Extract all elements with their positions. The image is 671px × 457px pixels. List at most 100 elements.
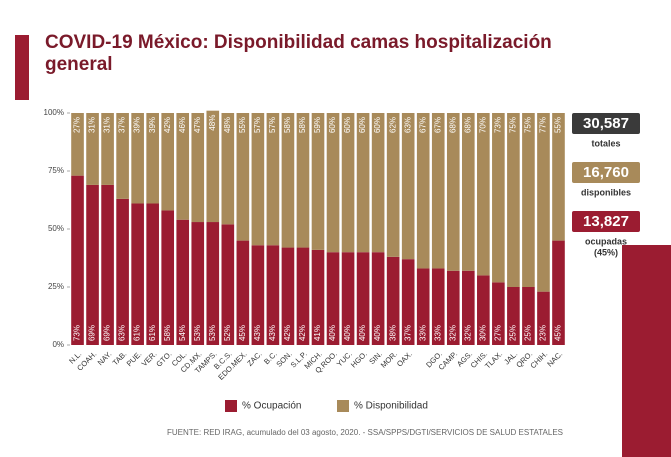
value-label: 55% [554, 117, 563, 133]
summary-value: 30,587 [583, 115, 629, 132]
value-label: 75% [524, 117, 533, 133]
bar-segment [522, 113, 535, 287]
bar-segment [401, 259, 415, 345]
bar-segment [386, 113, 400, 257]
x-tick-label: GTO. [154, 349, 173, 368]
bar-segment [446, 113, 460, 271]
value-label: 75% [509, 117, 518, 133]
value-label: 42% [163, 117, 172, 133]
value-label: 62% [388, 117, 397, 133]
legend-label: % Ocupación [242, 401, 301, 412]
value-label: 39% [133, 117, 142, 133]
value-label: 42% [298, 325, 307, 341]
summary-value: 13,827 [583, 213, 629, 230]
bar-segment [161, 113, 175, 211]
bar-segment [236, 113, 250, 241]
y-tick-label: 50% [48, 224, 64, 233]
value-label: 60% [373, 117, 382, 133]
x-tick-label: HGO. [349, 349, 369, 369]
bar-segment [236, 240, 250, 345]
bar-segment [206, 110, 220, 223]
bar-segment [326, 252, 340, 345]
bar-segment [71, 113, 84, 176]
value-label: 70% [478, 117, 487, 133]
value-label: 27% [493, 325, 502, 341]
value-label: 48% [223, 117, 232, 133]
value-label: 57% [268, 117, 277, 133]
value-label: 52% [223, 325, 232, 341]
value-label: 37% [403, 325, 412, 341]
bar-segment [326, 113, 340, 253]
x-tick-label: MOR. [379, 349, 399, 369]
bar-segment [386, 256, 400, 345]
value-label: 63% [403, 117, 412, 133]
value-label: 60% [358, 117, 367, 133]
value-label: 33% [433, 325, 442, 341]
bar-segment [311, 113, 325, 250]
value-label: 67% [433, 117, 442, 133]
value-label: 61% [148, 325, 157, 341]
y-tick-label: 25% [48, 282, 64, 291]
x-tick-label: VER. [140, 349, 159, 368]
bar-segment [492, 282, 505, 345]
bar-segment [537, 291, 550, 345]
bar-segment [552, 240, 565, 345]
value-label: 40% [358, 325, 367, 341]
value-label: 55% [238, 117, 247, 133]
bar-segment [371, 113, 385, 253]
bar-segment [221, 113, 235, 225]
value-label: 40% [328, 325, 337, 341]
bar-segment [507, 287, 520, 345]
value-label: 68% [463, 117, 472, 133]
bar-segment [296, 113, 310, 248]
value-label: 53% [193, 325, 202, 341]
bar-segment [281, 247, 295, 345]
summary-note: (45%) [594, 247, 618, 257]
value-label: 32% [448, 325, 457, 341]
value-label: 68% [448, 117, 457, 133]
summary-label: disponibles [581, 187, 631, 197]
value-label: 31% [88, 117, 97, 133]
bar-segment [341, 252, 355, 345]
legend-swatch [337, 400, 349, 412]
bar-segment [116, 198, 129, 345]
bar-segment [296, 247, 310, 345]
value-label: 73% [493, 117, 502, 133]
value-label: 43% [268, 325, 277, 341]
bar-segment [86, 113, 99, 185]
bar-segment [416, 268, 430, 345]
bar-segment [446, 270, 460, 345]
value-label: 47% [193, 117, 202, 133]
value-label: 27% [73, 117, 82, 133]
bar-segment [131, 113, 144, 204]
bar-segment [116, 113, 129, 199]
bar-segment [101, 113, 114, 185]
bar-segment [492, 113, 505, 283]
value-label: 58% [283, 117, 292, 133]
bar-segment [461, 113, 475, 271]
value-label: 41% [313, 325, 322, 341]
value-label: 40% [343, 325, 352, 341]
bar-segment [281, 113, 295, 248]
bar-segment [371, 252, 385, 345]
value-label: 31% [103, 117, 112, 133]
legend-swatch [225, 400, 237, 412]
value-label: 53% [208, 325, 217, 341]
bar-segment [341, 113, 355, 253]
x-tick-label: ZAC. [245, 349, 263, 367]
x-tick-label: NAY. [96, 349, 114, 367]
bar-segment [356, 113, 370, 253]
chart-title: COVID-19 México: Disponibilidad camas ho… [45, 32, 552, 75]
bar-segment [251, 245, 265, 345]
summary-box [572, 211, 640, 232]
bar-segment [251, 113, 265, 246]
bar-segment [552, 113, 565, 241]
bar-segment [161, 210, 175, 345]
value-label: 57% [253, 117, 262, 133]
y-tick-label: 0% [52, 340, 64, 349]
bar-segment [266, 113, 280, 246]
value-label: 38% [388, 325, 397, 341]
bar-segment [416, 113, 430, 269]
value-label: 63% [118, 325, 127, 341]
